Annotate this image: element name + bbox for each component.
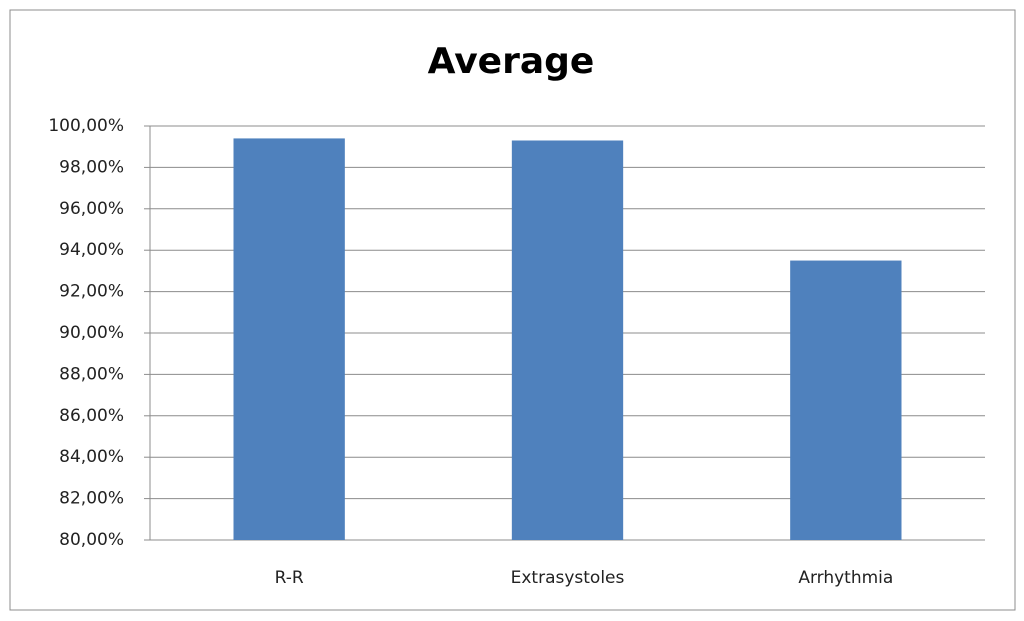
y-tick-label: 100,00% xyxy=(48,116,124,136)
bar xyxy=(233,138,345,541)
y-tick-label: 94,00% xyxy=(59,240,124,260)
bar xyxy=(790,260,902,540)
y-tick-label: 80,00% xyxy=(59,530,124,550)
x-tick-label: R-R xyxy=(275,568,304,588)
y-tick-label: 86,00% xyxy=(59,406,124,426)
y-tick-label: 90,00% xyxy=(59,323,124,343)
x-tick-label: Arrhythmia xyxy=(798,568,893,588)
chart-title: Average xyxy=(428,41,595,82)
y-tick-label: 98,00% xyxy=(59,157,124,177)
y-tick-label: 88,00% xyxy=(59,364,124,384)
y-tick-label: 96,00% xyxy=(59,199,124,219)
bar xyxy=(511,140,624,541)
y-tick-label: 92,00% xyxy=(59,282,124,302)
y-tick-label: 84,00% xyxy=(59,447,124,467)
x-tick-label: Extrasystoles xyxy=(511,568,625,588)
y-tick-label: 82,00% xyxy=(59,489,124,509)
